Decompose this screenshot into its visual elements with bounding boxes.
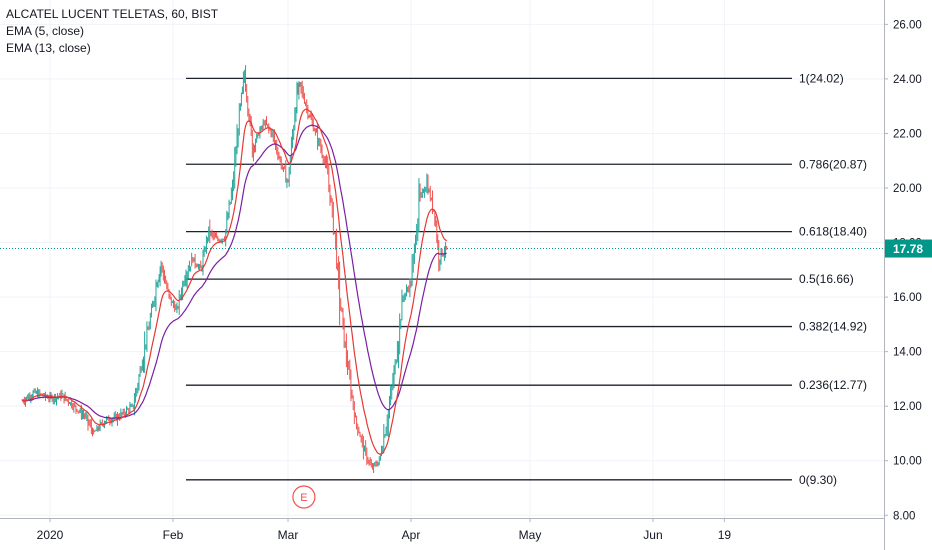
earnings-marker-label: E: [300, 492, 307, 504]
ema-5-line: [22, 108, 448, 455]
ema-13-line: [22, 124, 447, 419]
fib-level-label: 0.236(12.77): [799, 378, 867, 392]
indicator-ema-5[interactable]: EMA (5, close): [6, 24, 85, 38]
legend: ALCATEL LUCENT TELETAS, 60, BIST EMA (5,…: [6, 6, 218, 57]
y-tick-label: 20.00: [893, 183, 922, 195]
y-tick-label: 12.00: [893, 401, 922, 413]
y-tick-label: 10.00: [893, 456, 922, 468]
indicator-ema-13[interactable]: EMA (13, close): [6, 41, 91, 55]
x-tick-label: 2020: [37, 528, 64, 542]
markers[interactable]: E: [292, 485, 316, 509]
last-price-badge[interactable]: [885, 239, 932, 258]
x-tick-label: Feb: [163, 528, 184, 542]
x-tick-label: Jun: [643, 528, 662, 542]
y-tick-label: 22.00: [893, 128, 922, 140]
fib-level-label: 0.5(16.66): [799, 272, 854, 286]
grid: [0, 0, 884, 518]
fib-level-label: 0.786(20.87): [799, 157, 867, 171]
x-tick-label: Mar: [278, 528, 299, 542]
fibonacci-retracement[interactable]: 1(24.02) 0.786(20.87) 0.618(18.40) 0.5(16.6…: [186, 71, 867, 487]
fib-level-label: 0.382(14.92): [799, 320, 867, 334]
fib-level-label: 0.618(18.40): [799, 225, 867, 239]
fib-level-label: 0(9.30): [799, 473, 837, 487]
y-tick-label: 26.00: [893, 19, 922, 31]
price-series: [0, 65, 884, 474]
y-tick-label: 14.00: [893, 347, 922, 359]
fib-level-label: 1(24.02): [799, 71, 844, 85]
y-tick-label: 16.00: [893, 292, 922, 304]
y-tick-label: 8.00: [893, 510, 915, 522]
x-tick-label: 19: [718, 528, 732, 542]
x-tick-label: Apr: [402, 528, 421, 542]
chart-title[interactable]: ALCATEL LUCENT TELETAS, 60, BIST: [6, 7, 219, 21]
earnings-marker[interactable]: [292, 485, 316, 509]
last-price-label: 17.78: [893, 242, 923, 256]
y-tick-label: 24.00: [893, 74, 922, 86]
x-tick-label: May: [519, 528, 542, 542]
